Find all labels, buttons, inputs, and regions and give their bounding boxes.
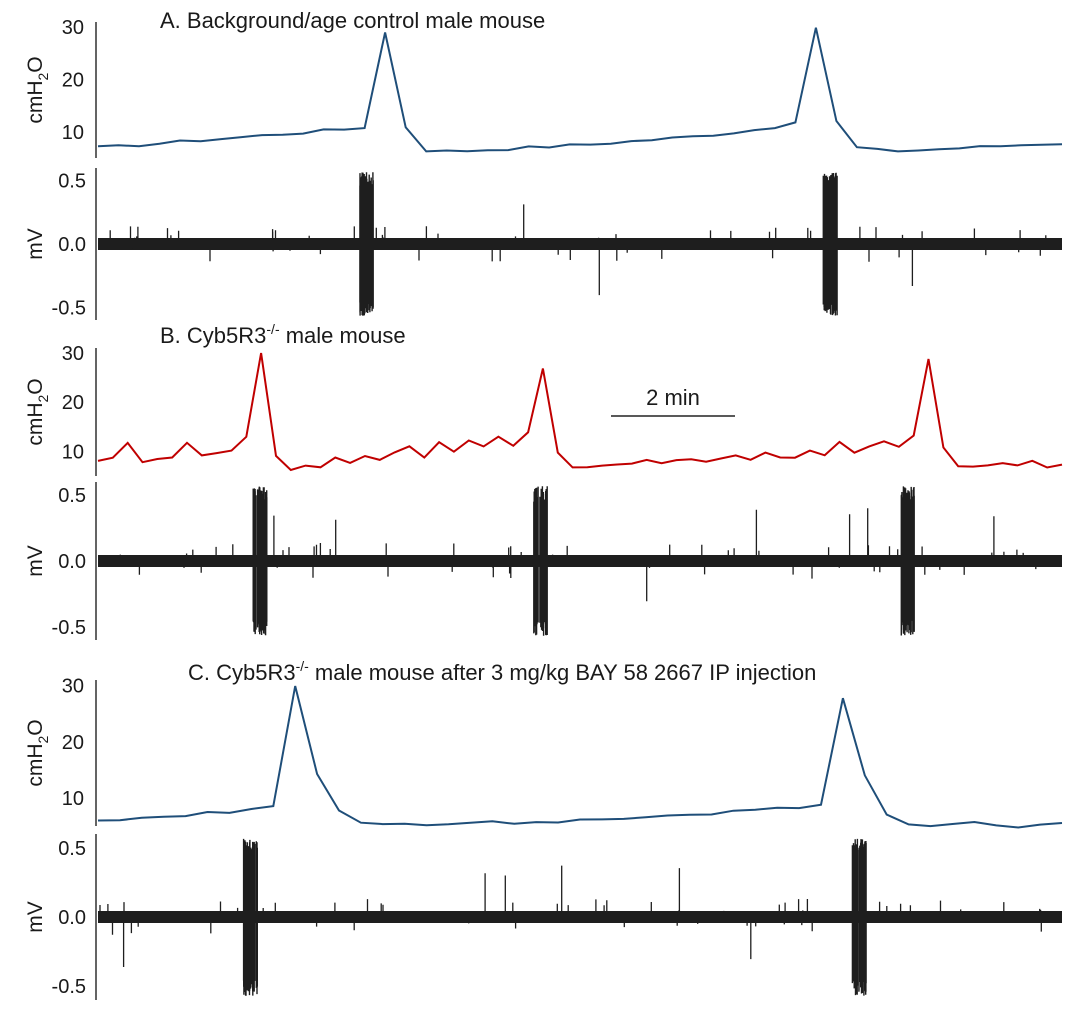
emg-spikes [109, 204, 1047, 296]
emg-burst [242, 838, 258, 996]
pressure-trace [97, 685, 1063, 829]
pressure-axis-label: cmH2O [24, 719, 51, 786]
pressure-axis-label: cmH2O [24, 378, 51, 445]
emg-burst [851, 838, 867, 996]
pressure-tick-label: 30 [62, 676, 84, 698]
pressure-tick-label: 30 [62, 343, 84, 365]
emg-axis-label: mV [24, 228, 47, 260]
emg-burst [359, 172, 374, 316]
emg-baseline-noise [98, 238, 1062, 250]
emg-tick-label: 0.5 [58, 171, 86, 193]
emg-burst [252, 486, 268, 636]
panel-c-title: C. Cyb5R3-/- male mouse after 3 mg/kg BA… [188, 658, 816, 685]
emg-spikes [99, 865, 1042, 967]
emg-burst [822, 172, 838, 316]
emg-axis-label: mV [24, 545, 47, 577]
panel-a-title: A. Background/age control male mouse [160, 8, 545, 33]
pressure-tick-label: 20 [62, 392, 84, 414]
emg-tick-label: -0.5 [52, 617, 86, 639]
pressure-tick-label: 20 [62, 70, 84, 92]
emg-burst [900, 486, 915, 636]
pressure-trace [97, 27, 1063, 153]
pressure-tick-label: 20 [62, 732, 84, 754]
emg-axis-label: mV [24, 901, 47, 933]
pressure-tick-label: 10 [62, 788, 84, 810]
emg-tick-label: 0.5 [58, 838, 86, 860]
emg-tick-label: 0.0 [58, 907, 86, 929]
emg-tick-label: -0.5 [52, 297, 86, 319]
pressure-tick-label: 10 [62, 441, 84, 463]
scale-bar-label: 2 min [646, 385, 700, 410]
emg-baseline-noise [98, 555, 1062, 567]
emg-spikes [119, 508, 1037, 602]
emg-tick-label: 0.0 [58, 234, 86, 256]
emg-tick-label: 0.5 [58, 485, 86, 507]
pressure-axis-label: cmH2O [24, 56, 51, 123]
emg-tick-label: 0.0 [58, 551, 86, 573]
pressure-tick-label: 10 [62, 122, 84, 144]
pressure-trace [97, 352, 1063, 472]
pressure-tick-label: 30 [62, 17, 84, 39]
emg-burst [533, 486, 548, 636]
panel-b-title: B. Cyb5R3-/- male mouse [160, 321, 406, 348]
emg-tick-label: -0.5 [52, 976, 86, 998]
emg-baseline-noise [98, 911, 1062, 923]
plots: 30 20 10 cmH2O 0.5 0.0 -0.5 mV 30 20 10 cmH2O 0.5 0.0… [24, 17, 1063, 1000]
